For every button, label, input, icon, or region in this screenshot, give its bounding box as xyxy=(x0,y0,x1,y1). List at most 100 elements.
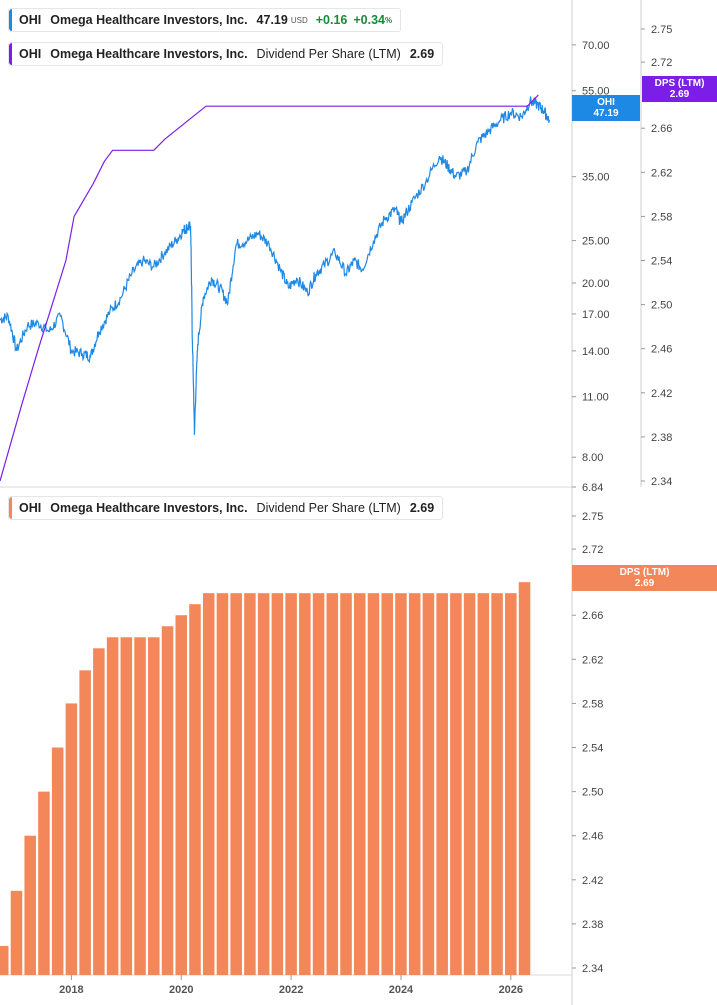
price-legend[interactable]: OHI Omega Healthcare Investors, Inc. 47.… xyxy=(8,8,402,32)
dps-legend-bottom-swatch xyxy=(9,497,12,519)
dps-legend-top-metric: Dividend Per Share (LTM) xyxy=(256,47,401,61)
dps-axis-tick-label: 2.66 xyxy=(651,123,672,135)
dps-legend-top-company: Omega Healthcare Investors, Inc. xyxy=(50,47,248,61)
dps-bar xyxy=(353,593,366,975)
dps-axis-tag-bottom-value: 2.69 xyxy=(634,578,655,589)
dps-bar xyxy=(65,703,78,975)
dps-axis-tag-top: DPS (LTM) 2.69 xyxy=(642,76,717,102)
dps-axis-tag-top-label: DPS (LTM) xyxy=(654,78,705,89)
bar-axis-tick-label: 2.66 xyxy=(582,610,603,622)
dps-axis-tick-label: 2.38 xyxy=(651,432,672,444)
dps-axis-tick-label: 2.75 xyxy=(651,24,672,36)
dps-bar xyxy=(202,593,215,975)
bar-axis-tick-label: 2.38 xyxy=(582,919,603,931)
price-axis-tick-label: 6.84 xyxy=(582,482,603,494)
dps-bar xyxy=(189,604,201,975)
axis-tick-labels: 70.00 55.00 35.00 25.00 20.00 17.00 14.00 11.00… xyxy=(59,24,672,996)
bar-axis-tick-label: 2.42 xyxy=(582,875,603,887)
dps-axis-tag-top-value: 2.69 xyxy=(669,89,690,100)
dps-bar xyxy=(175,615,188,975)
dps-bar xyxy=(463,593,476,975)
x-axis-tick-label: 2024 xyxy=(389,984,414,996)
price-axis-tick-label: 11.00 xyxy=(582,392,609,404)
dps-axis-tick-label: 2.42 xyxy=(651,388,672,400)
dps-bar xyxy=(0,945,9,975)
dps-bar xyxy=(134,637,146,975)
price-axis-tag-label: OHI xyxy=(597,97,615,108)
dps-bars xyxy=(0,582,531,975)
dps-bar xyxy=(216,593,229,975)
dps-axis-tag-bottom-label: DPS (LTM) xyxy=(619,567,670,578)
price-axis-tick-label: 17.00 xyxy=(582,309,610,321)
x-axis-tick-label: 2026 xyxy=(499,984,523,996)
dps-legend-bottom-company: Omega Healthcare Investors, Inc. xyxy=(50,501,248,515)
x-axis-tick-label: 2018 xyxy=(59,984,83,996)
dps-bar xyxy=(93,648,105,975)
price-axis-tick-label: 55.00 xyxy=(582,86,610,98)
dps-bar xyxy=(271,593,284,975)
dps-legend-top[interactable]: OHI Omega Healthcare Investors, Inc. Div… xyxy=(8,42,444,66)
dps-bar xyxy=(381,593,393,975)
price-axis-tag-value: 47.19 xyxy=(593,108,619,119)
dps-legend-bottom[interactable]: OHI Omega Healthcare Investors, Inc. Div… xyxy=(8,496,444,520)
price-axis-tag: OHI 47.19 xyxy=(572,95,640,121)
x-axis-tick-label: 2022 xyxy=(279,984,303,996)
dps-bar xyxy=(312,593,325,975)
dps-axis-tick-label: 2.58 xyxy=(651,211,672,223)
dps-bar xyxy=(326,593,339,975)
dps-bar xyxy=(450,593,462,975)
dps-axis-tick-label: 2.50 xyxy=(651,300,672,312)
dps-bar xyxy=(230,593,242,975)
price-axis-tick-label: 8.00 xyxy=(582,452,603,464)
bar-axis-tick-label: 2.34 xyxy=(582,963,603,975)
dps-bar xyxy=(161,626,174,975)
dps-legend-bottom-ticker: OHI xyxy=(19,501,42,515)
price-legend-company: Omega Healthcare Investors, Inc. xyxy=(50,13,248,27)
price-legend-swatch xyxy=(9,9,12,31)
dps-bar xyxy=(285,593,297,975)
bar-axis-tick-label: 2.62 xyxy=(582,654,603,666)
price-axis-tick-label: 35.00 xyxy=(582,172,610,184)
dps-axis-tick-label: 2.72 xyxy=(651,57,672,69)
dps-legend-bottom-metric: Dividend Per Share (LTM) xyxy=(256,501,401,515)
price-axis-tick-label: 25.00 xyxy=(582,236,610,248)
dps-bar xyxy=(491,593,503,975)
dps-bar xyxy=(518,582,531,975)
dps-bar xyxy=(244,593,256,975)
dps-bar xyxy=(10,890,23,975)
price-legend-change: +0.16 xyxy=(315,13,348,27)
dps-bar xyxy=(38,791,50,975)
dps-bar xyxy=(395,593,407,975)
bar-axis-tick-label: 2.54 xyxy=(582,743,603,755)
dps-legend-top-swatch xyxy=(9,43,12,65)
dps-bar xyxy=(257,593,270,975)
dps-bar xyxy=(505,593,517,975)
price-axis-tick-label: 70.00 xyxy=(582,40,610,52)
bar-axis-tick-label: 2.72 xyxy=(582,544,603,556)
price-axis-tick-label: 14.00 xyxy=(582,346,610,358)
dps-bar xyxy=(24,835,36,975)
bar-axis-tick-label: 2.46 xyxy=(582,831,603,843)
dps-axis-tick-label: 2.54 xyxy=(651,256,672,268)
dps-bar xyxy=(367,593,380,975)
price-legend-ticker: OHI xyxy=(19,13,42,27)
dps-axis-tick-label: 2.34 xyxy=(651,476,672,488)
dps-bar xyxy=(340,593,352,975)
dps-legend-top-ticker: OHI xyxy=(19,47,42,61)
dps-bar xyxy=(436,593,448,975)
dps-line xyxy=(0,94,539,482)
dps-bar xyxy=(299,593,311,975)
dps-bar xyxy=(408,593,421,975)
price-axis-tick-label: 20.00 xyxy=(582,278,610,290)
dps-bar xyxy=(106,637,119,975)
dps-axis-tag-bottom: DPS (LTM) 2.69 xyxy=(572,565,717,591)
dps-bar xyxy=(148,637,160,975)
price-and-dps-lines xyxy=(0,94,550,482)
x-axis-tick-label: 2020 xyxy=(169,984,193,996)
price-legend-change-pct: +0.34 xyxy=(353,13,385,27)
dps-legend-top-value: 2.69 xyxy=(409,47,435,61)
dps-axis-tick-label: 2.46 xyxy=(651,344,672,356)
dps-axis-tick-label: 2.62 xyxy=(651,167,672,179)
dps-bar xyxy=(422,593,435,975)
